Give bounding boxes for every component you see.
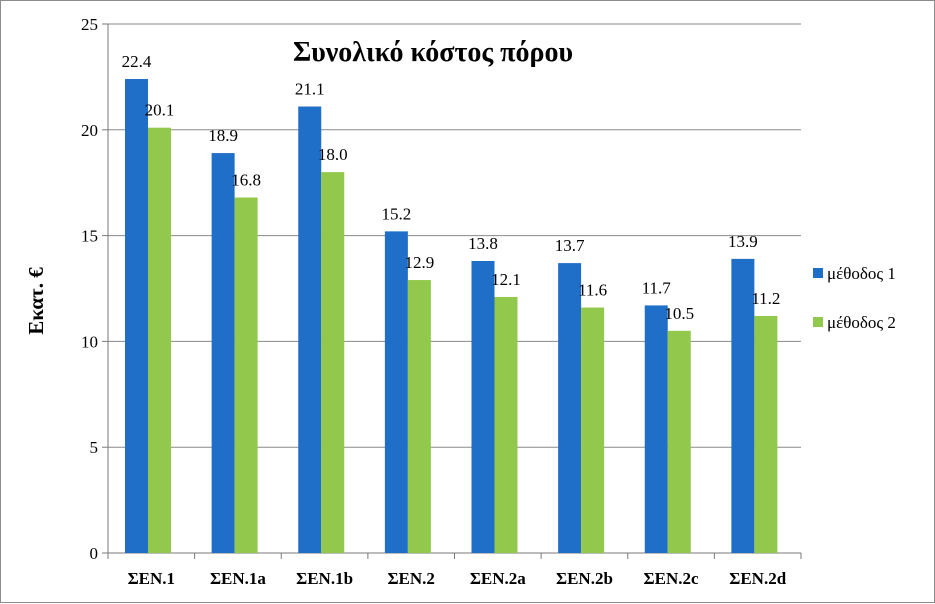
y-axis-label: Εκατ. €: [24, 267, 48, 335]
legend-swatch: [813, 268, 823, 278]
x-tick-label: ΣΕΝ.2b: [556, 569, 613, 588]
y-tick-label: 10: [81, 332, 98, 351]
chart-title: Συνολικό κόστος πόρου: [293, 37, 573, 68]
bar: [407, 280, 431, 553]
data-label: 15.2: [382, 204, 412, 223]
x-tick-label: ΣΕΝ.1b: [296, 569, 353, 588]
data-label: 20.1: [145, 101, 175, 120]
y-tick-label: 5: [90, 438, 99, 457]
bar: [321, 172, 345, 553]
y-tick-label: 15: [81, 227, 98, 246]
data-label: 11.7: [642, 278, 672, 297]
bar: [558, 263, 582, 553]
bar: [581, 307, 605, 553]
data-label: 11.2: [751, 289, 780, 308]
y-tick-label: 25: [81, 15, 98, 34]
x-tick-label: ΣΕΝ.2d: [729, 569, 786, 588]
bars: [125, 79, 778, 554]
data-label: 22.4: [122, 52, 152, 71]
bar: [731, 258, 755, 553]
data-label: 13.7: [555, 236, 585, 255]
bar: [667, 330, 691, 553]
legend-label: μέθοδος 1: [827, 264, 896, 283]
data-label: 21.1: [295, 80, 325, 99]
data-label: 18.0: [318, 145, 348, 164]
axes: 0 5 10 15 20 25 ΣΕΝ.1 ΣΕΝ.1a ΣΕΝ.1b ΣΕΝ.2 ΣΕΝ.2a ΣΕ…: [81, 15, 802, 588]
bar: [234, 197, 258, 553]
data-label: 10.5: [664, 304, 694, 323]
data-label: 18.9: [208, 126, 238, 145]
bar: [125, 79, 148, 554]
bar: [384, 231, 408, 554]
bar: [211, 153, 235, 554]
legend-swatch: [813, 317, 823, 327]
bar: [148, 127, 171, 554]
x-tick-label: ΣΕΝ.2a: [470, 569, 526, 588]
bar: [644, 305, 668, 553]
data-label: 11.6: [578, 281, 607, 300]
legend: μέθοδος 1 μέθοδος 2: [813, 264, 896, 332]
bar: [494, 296, 518, 553]
data-label: 12.9: [405, 253, 435, 272]
legend-label: μέθοδος 2: [827, 313, 896, 332]
y-tick-label: 20: [81, 121, 98, 140]
data-label: 13.9: [728, 232, 758, 251]
bar: [754, 316, 778, 553]
data-label: 16.8: [231, 171, 261, 190]
bar: [471, 260, 495, 553]
data-label: 12.1: [491, 270, 521, 289]
x-tick-label: ΣΕΝ.1a: [210, 569, 266, 588]
data-labels: 22.4 20.1 18.9 16.8 21.1 18.0 15.2 12.9 13.8 12.1…: [122, 52, 781, 323]
data-label: 13.8: [468, 234, 498, 253]
y-tick-label: 0: [90, 544, 99, 563]
bar: [298, 106, 322, 554]
x-tick-label: ΣΕΝ.2: [387, 569, 434, 588]
x-tick-label: ΣΕΝ.2c: [644, 569, 699, 588]
x-tick-label: ΣΕΝ.1: [128, 569, 175, 588]
